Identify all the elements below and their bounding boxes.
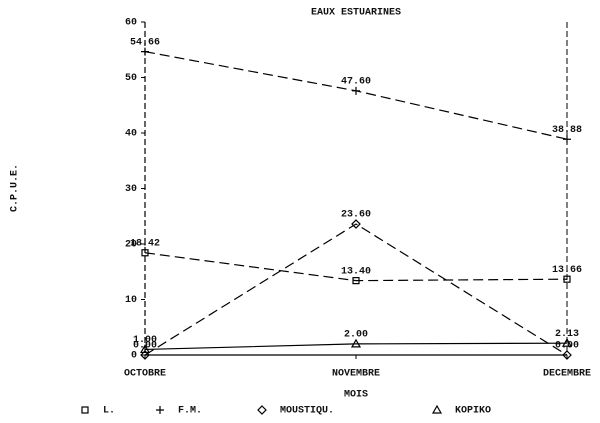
- value-label: 2.13: [555, 329, 579, 340]
- value-label: 47.60: [341, 76, 371, 87]
- value-label: 54.66: [130, 37, 160, 48]
- series-line: [144, 342, 568, 351]
- x-tick-label: NOVEMBRE: [332, 369, 380, 380]
- value-label: 13.66: [552, 265, 582, 276]
- value-label: 2.00: [344, 330, 368, 341]
- series-line: [144, 252, 568, 282]
- marker: [351, 219, 361, 229]
- legend-label: L.: [103, 406, 115, 417]
- y-tick-label: 60: [125, 18, 137, 29]
- y-tick-label: 40: [125, 129, 137, 140]
- marker: [350, 338, 362, 348]
- y-tick-label: 10: [125, 295, 137, 306]
- x-tick-label: DECEMBRE: [543, 369, 591, 380]
- marker: [352, 86, 360, 95]
- marker: [140, 350, 150, 360]
- marker: [561, 337, 573, 347]
- marker: [257, 405, 267, 415]
- y-tick-label: 20: [125, 240, 137, 251]
- marker: [352, 277, 360, 285]
- marker: [562, 350, 572, 360]
- value-label: 38.88: [552, 125, 582, 136]
- value-label: 18.42: [130, 238, 160, 249]
- marker: [563, 135, 571, 144]
- marker: [563, 275, 571, 283]
- legend-label: F.M.: [178, 406, 202, 417]
- y-axis-label: C.P.U.E.: [10, 164, 21, 212]
- value-label: 13.40: [341, 266, 371, 277]
- marker: [431, 404, 443, 414]
- value-label: 23.60: [341, 210, 371, 221]
- x-axis-label: MOIS: [344, 390, 368, 401]
- legend-label: KOPIKO: [455, 406, 491, 417]
- marker: [81, 406, 89, 414]
- marker: [139, 344, 151, 354]
- marker: [141, 47, 149, 56]
- y-tick-label: 0: [131, 351, 137, 362]
- legend-label: MOUSTIQU.: [280, 406, 334, 417]
- series-line: [144, 51, 568, 140]
- marker: [141, 249, 149, 257]
- value-label: 1.00: [133, 335, 157, 346]
- x-tick-label: OCTOBRE: [124, 369, 166, 380]
- chart-title: EAUX ESTUARINES: [311, 8, 401, 19]
- marker: [156, 406, 164, 414]
- y-tick-label: 30: [125, 184, 137, 195]
- y-tick-label: 50: [125, 73, 137, 84]
- series-line: [144, 223, 568, 356]
